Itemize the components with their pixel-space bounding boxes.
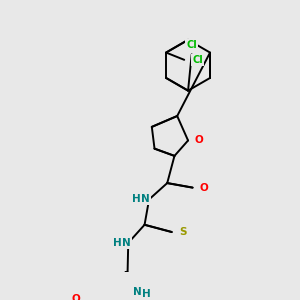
Text: Cl: Cl (186, 40, 197, 50)
Text: H: H (142, 289, 151, 299)
Text: N: N (122, 238, 131, 248)
Text: Cl: Cl (192, 55, 203, 65)
Text: O: O (195, 136, 203, 146)
Text: O: O (71, 294, 80, 300)
Text: N: N (141, 194, 150, 204)
Text: H: H (132, 194, 141, 204)
Text: S: S (179, 227, 186, 237)
Text: H: H (113, 238, 122, 248)
Text: O: O (199, 183, 208, 193)
Text: N: N (133, 287, 142, 297)
